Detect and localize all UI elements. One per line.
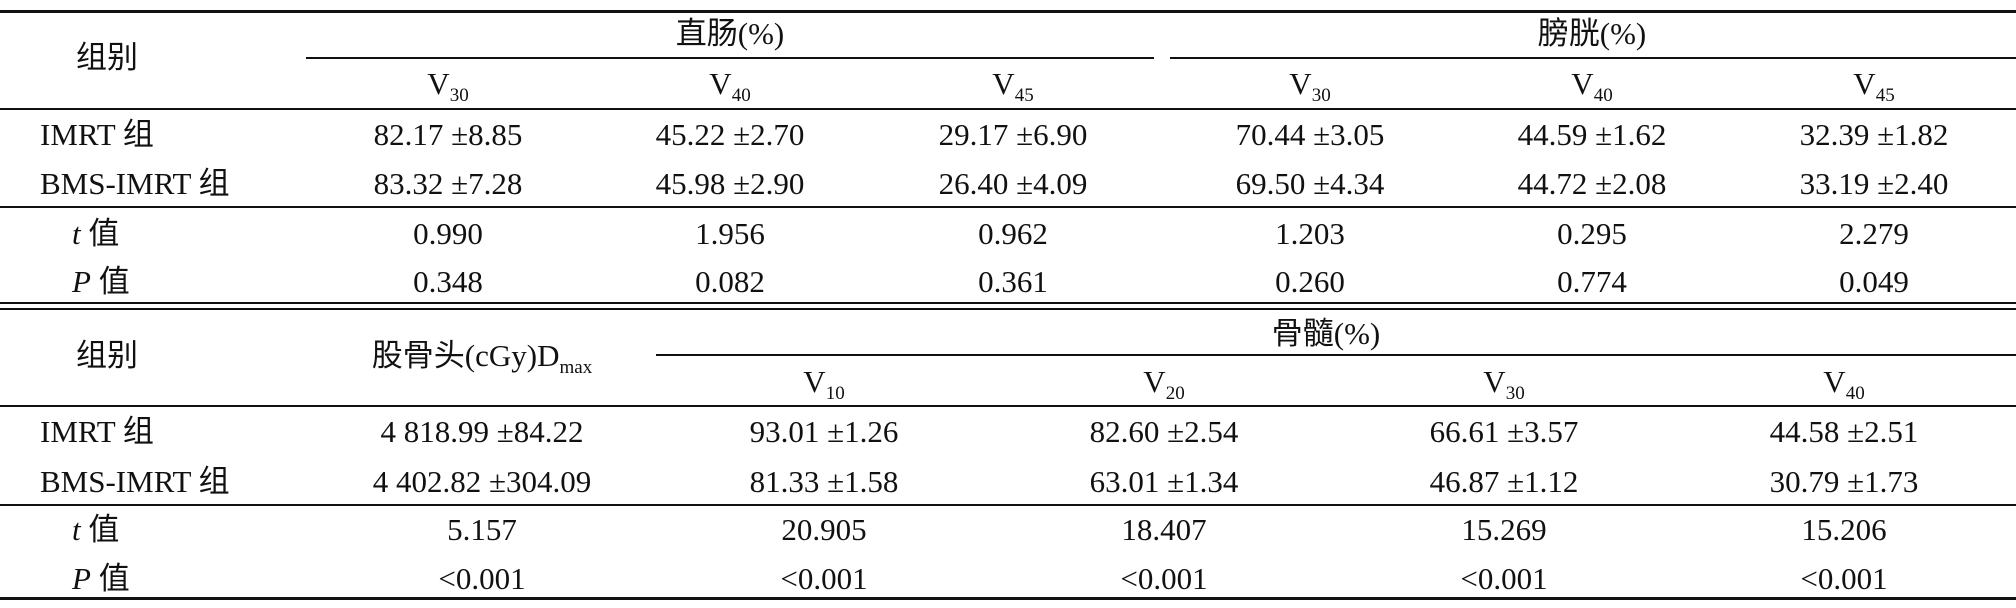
bladder-span-rule: [1170, 57, 2016, 59]
subheader-bladder-v40: V40: [1571, 66, 1613, 106]
stat2-t-femoral: 5.157: [447, 512, 517, 547]
cell-imrt-rectum-v30: 82.17 ±8.85: [373, 117, 523, 152]
subheader-rectum-v30: V30: [427, 66, 469, 106]
header-bottom-rule: [0, 108, 2016, 110]
cell-bms-rectum-v40: 45.98 ±2.90: [655, 166, 805, 201]
stat2-p-v40: <0.001: [1800, 561, 1888, 596]
stat2-label-t: t 值: [72, 512, 120, 547]
cell-imrt-bladder-v30: 70.44 ±3.05: [1235, 117, 1385, 152]
stat-p-rectum-v30: 0.348: [413, 264, 483, 299]
subheader-marrow-v30: V30: [1483, 364, 1525, 404]
row2-label-imrt: IMRT 组: [40, 414, 154, 449]
subheader-marrow-v10: V10: [803, 364, 845, 404]
stat2-t-v20: 18.407: [1121, 512, 1207, 547]
stat2-p-femoral: <0.001: [438, 561, 526, 596]
cell2-imrt-v20: 82.60 ±2.54: [1089, 414, 1239, 449]
header2-bottom-rule: [0, 405, 2016, 407]
row-label-imrt: IMRT 组: [40, 117, 154, 152]
stat-t-bladder-v40: 0.295: [1557, 216, 1627, 251]
cell2-bms-v40: 30.79 ±1.73: [1769, 464, 1919, 499]
stat-t-rectum-v45: 0.962: [978, 216, 1048, 251]
stat-t-bladder-v30: 1.203: [1275, 216, 1345, 251]
subheader-rectum-v40: V40: [709, 66, 751, 106]
cell2-bms-v10: 81.33 ±1.58: [749, 464, 899, 499]
stat-label-t: t 值: [72, 216, 120, 251]
stat-p-bladder-v30: 0.260: [1275, 264, 1345, 299]
stat2-p-v20: <0.001: [1120, 561, 1208, 596]
cell2-bms-v20: 63.01 ±1.34: [1089, 464, 1239, 499]
cell-imrt-rectum-v40: 45.22 ±2.70: [655, 117, 805, 152]
stat2-t-v40: 15.206: [1801, 512, 1887, 547]
rectum-header: 直肠(%): [675, 16, 785, 51]
data-bottom-rule: [0, 206, 2016, 208]
stat2-t-v30: 15.269: [1461, 512, 1547, 547]
table-divider-rule-1: [0, 302, 2016, 304]
stat-t-rectum-v30: 0.990: [413, 216, 483, 251]
stat-p-rectum-v45: 0.361: [978, 264, 1048, 299]
cell2-imrt-v30: 66.61 ±3.57: [1429, 414, 1579, 449]
bladder-header: 膀胱(%): [1537, 16, 1647, 51]
subheader-bladder-v30: V30: [1289, 66, 1331, 106]
femoral-head-header: 股骨头(cGy)Dmax: [371, 338, 593, 378]
cell2-imrt-v10: 93.01 ±1.26: [749, 414, 899, 449]
bone-marrow-header: 骨髓(%): [1271, 316, 1381, 351]
group-header: 组别: [76, 40, 138, 75]
subheader-bladder-v45: V45: [1853, 66, 1895, 106]
cell2-imrt-v40: 44.58 ±2.51: [1769, 414, 1919, 449]
cell-bms-bladder-v30: 69.50 ±4.34: [1235, 166, 1385, 201]
cell-imrt-bladder-v40: 44.59 ±1.62: [1517, 117, 1667, 152]
row-label-bms-imrt: BMS-IMRT 组: [40, 166, 230, 201]
top-rule: [0, 10, 2016, 13]
cell-imrt-rectum-v45: 29.17 ±6.90: [938, 117, 1088, 152]
cell-bms-bladder-v40: 44.72 ±2.08: [1517, 166, 1667, 201]
cell-imrt-bladder-v45: 32.39 ±1.82: [1799, 117, 1949, 152]
marrow-span-rule: [656, 354, 2016, 356]
cell-bms-rectum-v30: 83.32 ±7.28: [373, 166, 523, 201]
table-divider-rule-2: [0, 308, 2016, 310]
cell-bms-bladder-v45: 33.19 ±2.40: [1799, 166, 1949, 201]
subheader-rectum-v45: V45: [992, 66, 1034, 106]
stat2-label-p: P 值: [72, 561, 130, 596]
stat-p-bladder-v40: 0.774: [1557, 264, 1627, 299]
cell2-bms-v30: 46.87 ±1.12: [1429, 464, 1579, 499]
stat2-p-v10: <0.001: [780, 561, 868, 596]
stat-label-p: P 值: [72, 264, 130, 299]
subheader-marrow-v40: V40: [1823, 364, 1865, 404]
cell-bms-rectum-v45: 26.40 ±4.09: [938, 166, 1088, 201]
stat2-t-v10: 20.905: [781, 512, 867, 547]
subheader-marrow-v20: V20: [1143, 364, 1185, 404]
bottom-rule: [0, 597, 2016, 600]
stat-t-bladder-v45: 2.279: [1839, 216, 1909, 251]
stat-p-bladder-v45: 0.049: [1839, 264, 1909, 299]
rectum-span-rule: [306, 57, 1154, 59]
cell2-imrt-femoral: 4 818.99 ±84.22: [380, 414, 584, 449]
stat-t-rectum-v40: 1.956: [695, 216, 765, 251]
cell2-bms-femoral: 4 402.82 ±304.09: [372, 464, 592, 499]
row2-label-bms-imrt: BMS-IMRT 组: [40, 464, 230, 499]
stat2-p-v30: <0.001: [1460, 561, 1548, 596]
group-header-2: 组别: [76, 338, 138, 373]
data2-bottom-rule: [0, 504, 2016, 506]
stat-p-rectum-v40: 0.082: [695, 264, 765, 299]
